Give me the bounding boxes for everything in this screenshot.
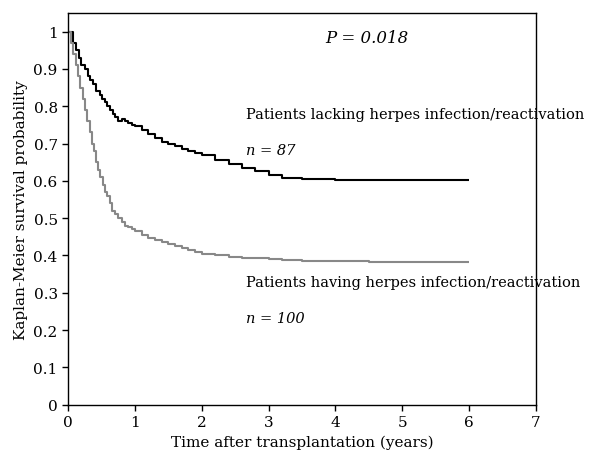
Text: n = 87: n = 87 [246,144,295,157]
X-axis label: Time after transplantation (years): Time after transplantation (years) [171,435,433,449]
Text: P = 0.018: P = 0.018 [325,30,409,46]
Text: Patients having herpes infection/reactivation: Patients having herpes infection/reactiv… [246,275,580,289]
Text: Patients lacking herpes infection/reactivation: Patients lacking herpes infection/reacti… [246,107,584,121]
Text: n = 100: n = 100 [246,312,305,326]
Y-axis label: Kaplan-Meier survival probability: Kaplan-Meier survival probability [14,80,28,339]
